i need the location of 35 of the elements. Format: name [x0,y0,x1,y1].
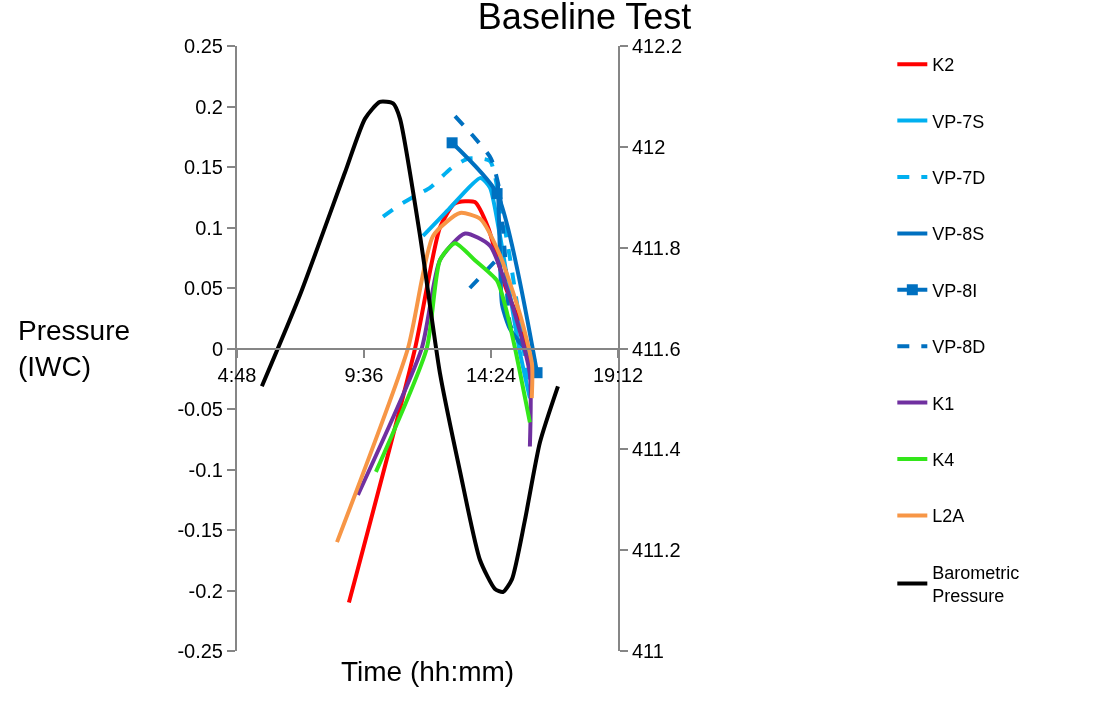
y-tick-label: 0.25 [184,35,223,57]
x-tick-label: 19:12 [592,363,644,386]
y-tick-label: -0.05 [177,398,223,420]
y-tick-label: -0.25 [177,640,223,662]
y-tick-label: 0.1 [195,216,223,239]
legend-label: VP-8S [932,224,985,245]
legend-label: K2 [932,55,955,76]
x-tick-label: 9:36 [344,363,384,386]
y2-tick-label: 411.2 [632,539,681,562]
y2-tick-label: 411.6 [632,337,681,360]
y-tick-label: -0.1 [188,458,223,481]
x-axis-title: Time (hh:mm) [341,656,515,687]
y-tick-label: 0.15 [184,156,223,178]
y2-tick-label: 411 [632,640,664,662]
y2-tick-label: 411.8 [632,236,681,259]
legend-label: VP-8D [932,337,986,358]
y2-tick-label: 412 [632,135,666,158]
legend-label: VP-7D [932,168,986,189]
y-tick-label: 0 [211,337,223,360]
chart-title: Baseline Test [477,0,692,37]
legend-label: L2A [932,506,965,527]
y2-tick-label: 412.2 [632,35,683,57]
y-tick-label: -0.15 [177,519,223,541]
y-axis-title: Pressure (IWC) [18,315,131,383]
legend-label: VP-8I [932,280,978,301]
y-tick-label: 0.2 [195,95,223,118]
legend-label: K4 [932,450,955,471]
y-tick-label: -0.2 [188,579,223,602]
legend-label: K1 [932,393,955,414]
y2-tick-label: 411.4 [632,438,681,461]
x-tick-label: 14:24 [465,363,517,386]
legend-label: VP-7S [932,111,985,132]
legend-label: Barometric Pressure [932,562,1020,607]
x-tick-label: 4:48 [217,363,257,386]
y-tick-label: 0.05 [184,277,223,299]
